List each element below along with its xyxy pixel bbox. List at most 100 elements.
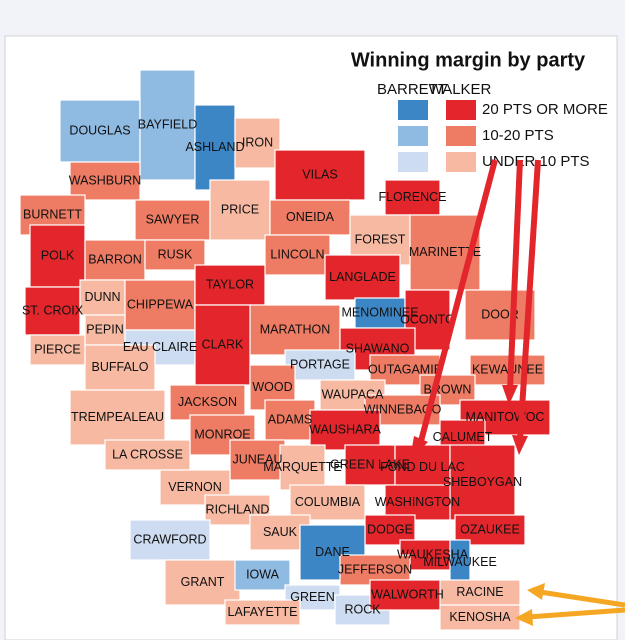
red-arrowhead: [502, 385, 518, 405]
county-label: KEWAUNEE: [472, 362, 543, 376]
county-layer: [19, 69, 551, 631]
county: [324, 254, 401, 301]
county: [69, 389, 166, 446]
county-label: JUNEAU: [232, 452, 282, 466]
county-label: LA CROSSE: [112, 447, 183, 461]
county-label: BARRON: [88, 252, 141, 266]
county-label: DOOR: [481, 307, 519, 321]
legend-party: BARRETT: [377, 81, 447, 98]
county: [169, 384, 246, 421]
county: [264, 399, 316, 441]
county-label: ROCK: [344, 602, 381, 616]
county-label: PORTAGE: [290, 357, 350, 371]
county-label: LANGLADE: [329, 270, 396, 284]
county: [309, 409, 381, 451]
county-label: ONEIDA: [286, 210, 335, 224]
county-label: LAFAYETTE: [228, 605, 298, 619]
county-label: SHEBOYGAN: [443, 475, 522, 489]
legend-level: 10-20 PTS: [482, 127, 554, 144]
county-label: COLUMBIA: [295, 495, 361, 509]
county-label: GRANT: [181, 575, 225, 589]
county: [194, 264, 266, 306]
county-label: PRICE: [221, 202, 259, 216]
county-label: WALWORTH: [371, 587, 444, 601]
county: [134, 199, 211, 241]
county-label: SHAWANO: [346, 341, 410, 355]
county-label: MONROE: [194, 427, 250, 441]
county-label: VILAS: [302, 167, 337, 181]
county-label: RACINE: [456, 585, 503, 599]
orange-arrowhead: [515, 609, 533, 626]
county-label: RUSK: [158, 247, 193, 261]
county-label: MENOMINEE: [341, 305, 418, 319]
county-label: WAUKESHA: [397, 547, 469, 561]
county-label: JEFFERSON: [338, 562, 412, 576]
county-label: EAU CLAIRE: [123, 340, 197, 354]
red-arrow: [417, 159, 498, 446]
county: [29, 334, 86, 366]
county-label: CALUMET: [433, 430, 493, 444]
county-label: VERNON: [168, 480, 221, 494]
orange-arrow: [539, 589, 625, 608]
legend-party: WALKER: [429, 81, 492, 98]
county-label: LINCOLN: [270, 247, 324, 261]
county-label: MANITOWOC: [466, 410, 545, 424]
county-label: WASHBURN: [69, 173, 141, 187]
county-label: WINNEBAGO: [364, 402, 442, 416]
legend-swatch: [446, 100, 476, 120]
county-label: CRAWFORD: [133, 532, 206, 546]
county-label: MARQUETTE: [263, 460, 341, 474]
county-label: KENOSHA: [449, 610, 511, 624]
orange-arrowhead: [527, 583, 545, 600]
county-label: GREEN: [290, 590, 334, 604]
county-label: DUNN: [84, 290, 120, 304]
red-arrowhead: [410, 436, 428, 460]
legend-swatch: [446, 152, 476, 172]
county: [164, 559, 241, 606]
legend-level: 20 PTS OR MORE: [482, 101, 608, 118]
county: [439, 604, 521, 631]
county-label: WAUPACA: [322, 387, 384, 401]
county-label: ST. CROIX: [22, 303, 84, 317]
county-label: WAUSHARA: [309, 422, 381, 436]
county-label: DODGE: [367, 522, 413, 536]
county: [384, 179, 441, 216]
red-arrow: [517, 159, 541, 441]
county: [29, 224, 86, 288]
county-label: BURNETT: [23, 207, 82, 221]
county: [269, 199, 351, 236]
county-label: MILWAUKEE: [423, 555, 497, 569]
county: [194, 104, 236, 191]
county-label: WASHINGTON: [375, 495, 460, 509]
county: [224, 599, 301, 626]
county-label: SAWYER: [146, 212, 200, 226]
county: [209, 179, 271, 241]
county: [279, 444, 326, 491]
county-label: BAYFIELD: [138, 117, 198, 131]
legend-swatch: [398, 100, 428, 120]
county: [139, 69, 196, 181]
county: [234, 559, 291, 591]
county: [369, 579, 446, 611]
county-label: ADAMS: [268, 412, 312, 426]
annotation-arrows: [410, 159, 625, 626]
county: [69, 161, 141, 201]
county: [104, 439, 191, 471]
county: [464, 289, 536, 341]
county: [284, 349, 356, 381]
county-label: MARATHON: [260, 322, 331, 336]
county-label: TAYLOR: [206, 277, 254, 291]
county: [24, 286, 81, 336]
legend-title: Winning margin by party: [351, 49, 586, 71]
county-label: IRON: [242, 135, 273, 149]
county: [129, 519, 211, 561]
orange-arrow: [527, 607, 625, 620]
county-label: BUFFALO: [92, 360, 149, 374]
county-label: IOWA: [246, 567, 280, 581]
county-label: JACKSON: [178, 395, 237, 409]
county-label: MARINETTE: [409, 245, 481, 259]
county-label: RICHLAND: [206, 502, 270, 516]
county-label: DANE: [315, 545, 350, 559]
